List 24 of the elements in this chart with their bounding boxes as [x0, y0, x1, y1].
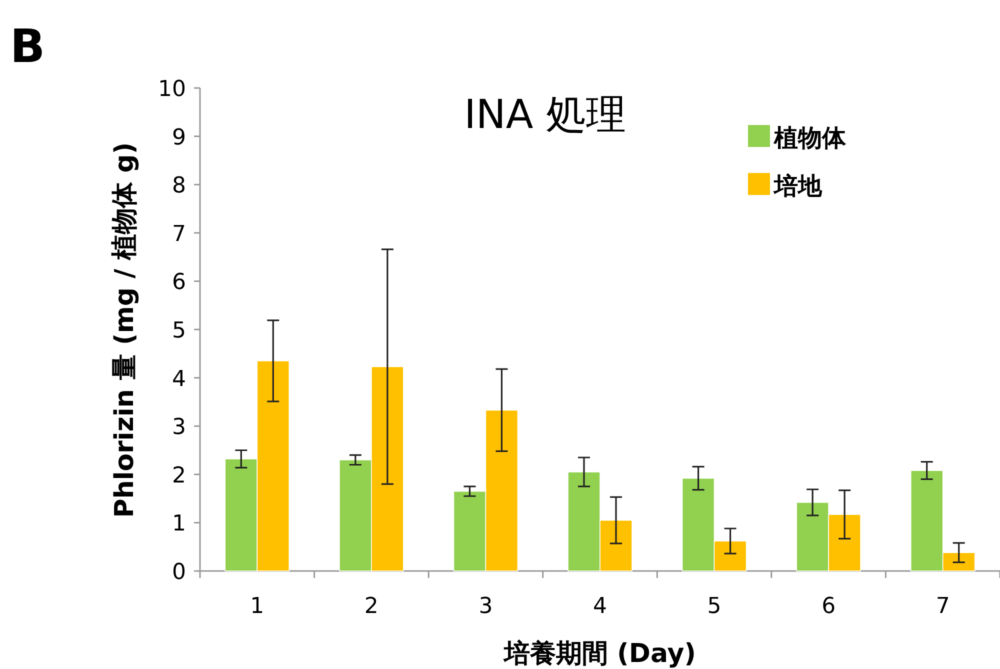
x-tick-label: 6 — [822, 594, 836, 619]
x-tick-label: 3 — [478, 594, 493, 619]
x-tick-label: 1 — [250, 594, 264, 619]
y-tick-label: 8 — [172, 174, 186, 199]
y-tick-label: 1 — [172, 512, 186, 537]
y-tick-label: 2 — [172, 463, 186, 488]
y-axis-title: Phlorizin 量 (mg / 植物体 g) — [110, 142, 140, 518]
y-tick-label: 3 — [172, 415, 186, 440]
text: B — [10, 19, 46, 73]
y-tick-label: 7 — [172, 222, 186, 247]
legend-label: 植物体 — [773, 124, 847, 152]
x-tick-label: 7 — [936, 594, 950, 619]
y-tick-label: 9 — [172, 125, 186, 150]
y-tick-label: 5 — [172, 318, 186, 344]
x-tick-label: 5 — [707, 594, 722, 619]
chart-title: INA 処理 — [464, 92, 626, 138]
y-tick-label: 4 — [172, 366, 186, 392]
y-tick-label: 10 — [158, 77, 186, 102]
x-axis-title: 培養期間 (Day) — [502, 639, 696, 669]
legend-label: 培地 — [772, 172, 823, 200]
y-tick-label: 0 — [172, 560, 186, 585]
y-tick-label: 6 — [172, 270, 186, 296]
x-tick-label: 4 — [593, 594, 607, 619]
x-tick-label: 2 — [364, 594, 378, 619]
